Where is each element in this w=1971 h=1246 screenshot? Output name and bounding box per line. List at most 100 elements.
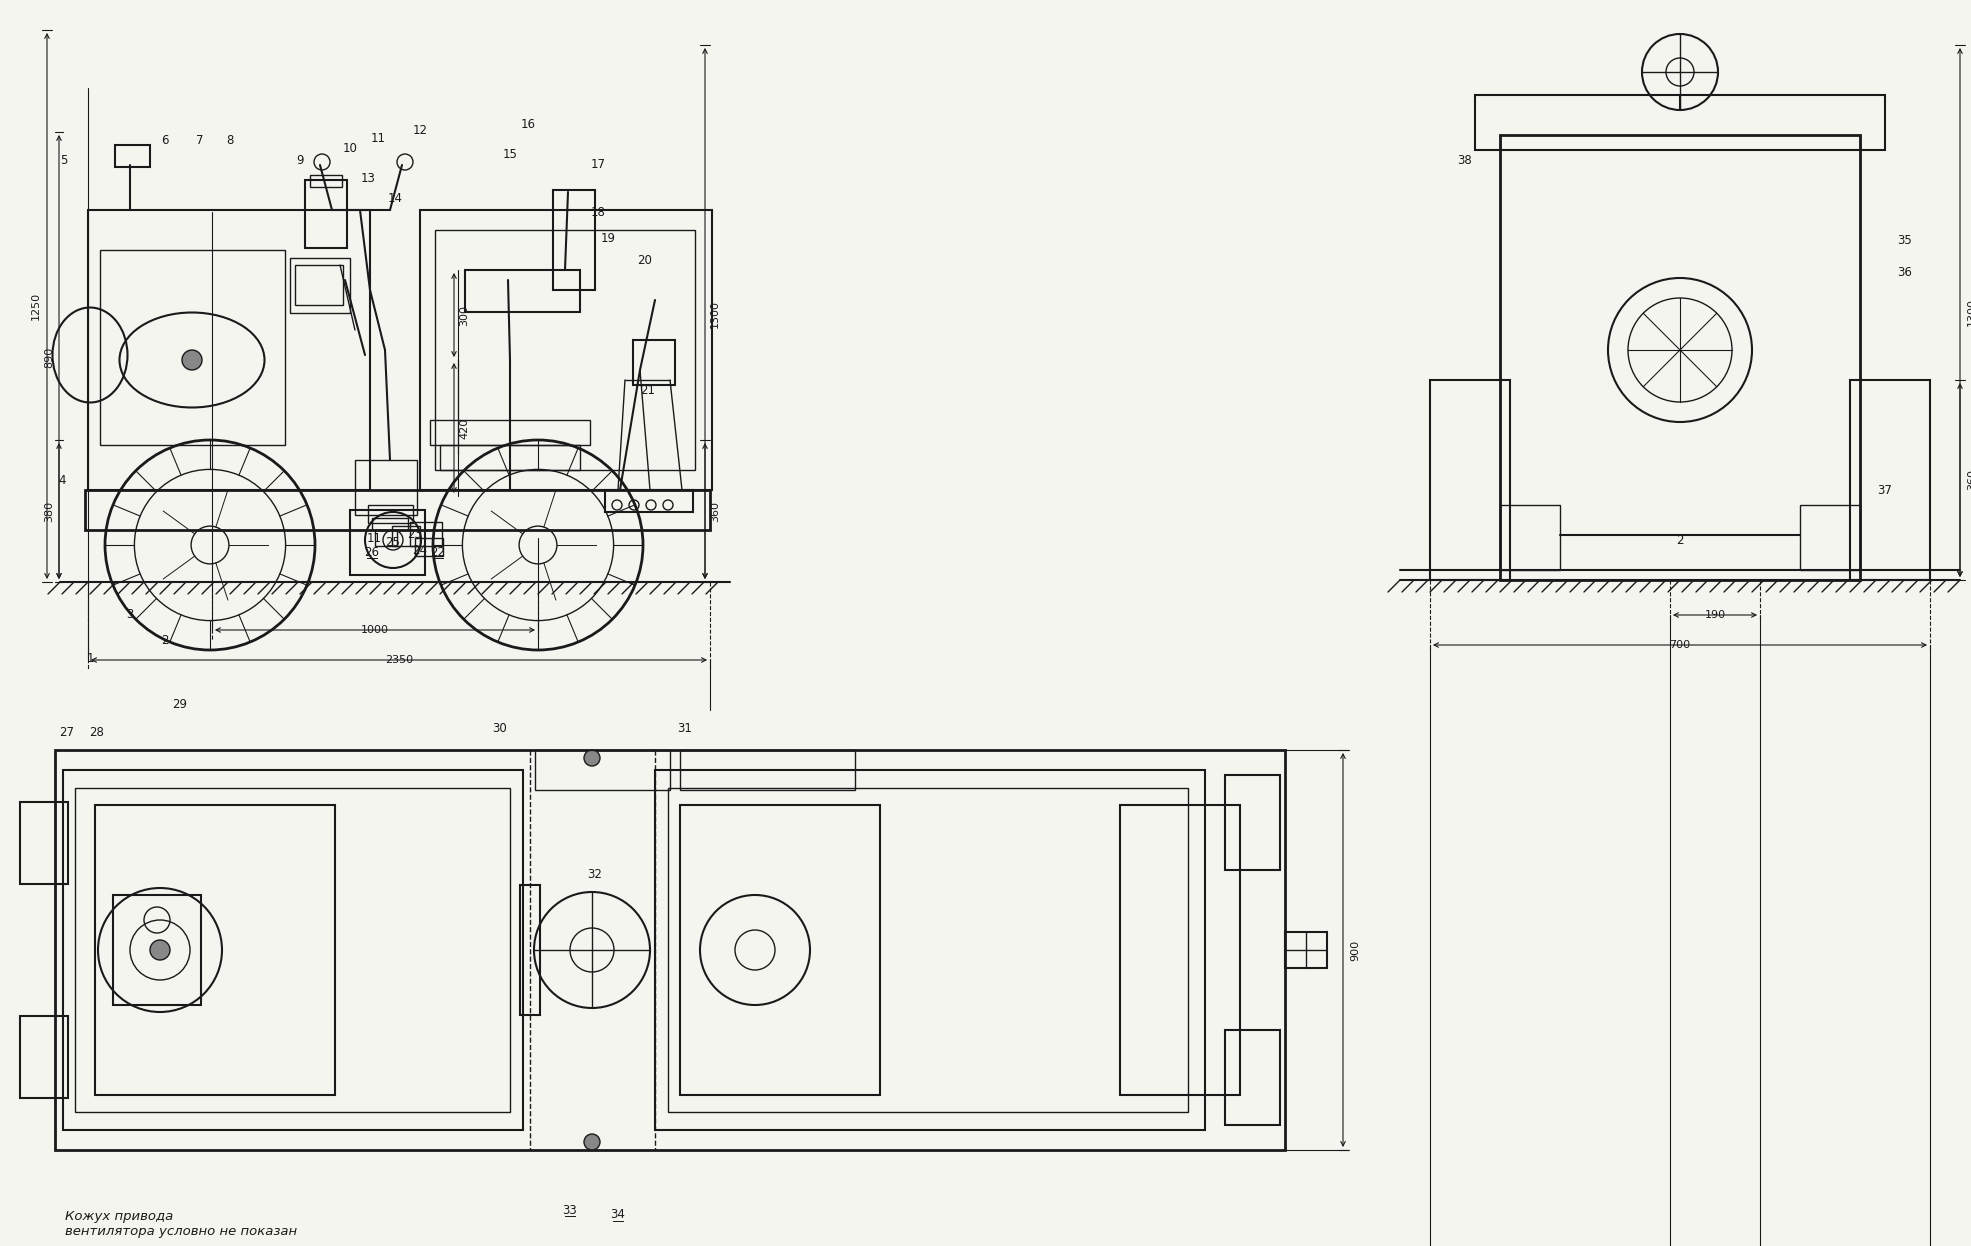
Text: 16: 16 (520, 118, 536, 132)
Text: 15: 15 (503, 148, 518, 162)
Text: 21: 21 (641, 384, 656, 396)
Bar (465, 270, 579, 312)
Text: 1300: 1300 (710, 299, 719, 328)
Text: 5: 5 (61, 153, 67, 167)
Text: 3: 3 (126, 608, 134, 622)
Text: 17: 17 (591, 158, 605, 172)
Text: 31: 31 (678, 721, 692, 734)
Text: 14: 14 (388, 192, 402, 204)
Text: 2: 2 (162, 633, 170, 647)
Bar (668, 787, 1189, 1111)
Bar (373, 518, 408, 530)
Bar (374, 530, 396, 546)
Text: 360: 360 (1967, 470, 1971, 491)
Text: 27: 27 (59, 725, 75, 739)
Bar (1851, 380, 1930, 579)
Text: 22: 22 (430, 546, 445, 558)
Text: 890: 890 (43, 346, 53, 368)
Bar (680, 750, 855, 790)
Text: 8: 8 (227, 133, 235, 147)
Text: 1300: 1300 (1967, 299, 1971, 326)
Bar (654, 770, 1204, 1130)
Text: 4: 4 (59, 473, 65, 486)
Bar (680, 805, 879, 1095)
Bar (101, 250, 286, 445)
Bar (112, 895, 201, 1006)
Text: 23: 23 (408, 528, 422, 542)
Bar (290, 258, 351, 313)
Bar (20, 1015, 69, 1098)
Text: 420: 420 (459, 417, 469, 439)
Text: 190: 190 (1705, 611, 1725, 621)
Text: 1000: 1000 (361, 625, 388, 635)
Bar (416, 538, 443, 556)
Text: 900: 900 (1350, 939, 1360, 961)
Bar (95, 805, 335, 1095)
Text: 2350: 2350 (384, 655, 414, 665)
Bar (1500, 135, 1861, 579)
Text: 33: 33 (562, 1204, 578, 1216)
Bar (633, 340, 674, 385)
Bar (75, 787, 510, 1111)
Bar (369, 505, 414, 523)
Bar (420, 211, 712, 490)
Text: 1250: 1250 (32, 292, 41, 320)
Bar (355, 460, 418, 515)
Text: 36: 36 (1898, 265, 1912, 279)
Text: 28: 28 (89, 725, 104, 739)
Text: 24: 24 (412, 543, 428, 557)
Bar (1800, 505, 1861, 569)
Bar (534, 750, 670, 790)
Text: 9: 9 (296, 153, 304, 167)
Bar (63, 770, 522, 1130)
Text: 26: 26 (365, 546, 380, 558)
Bar (20, 802, 69, 883)
Text: 7: 7 (197, 133, 203, 147)
Bar (1474, 95, 1884, 150)
Bar (410, 522, 442, 546)
Circle shape (583, 750, 599, 766)
Circle shape (181, 350, 201, 370)
Bar (114, 145, 150, 167)
Bar (1226, 1030, 1279, 1125)
Bar (430, 420, 589, 445)
Bar (55, 750, 1285, 1150)
Text: 6: 6 (162, 133, 170, 147)
Text: 30: 30 (493, 721, 507, 734)
Bar (296, 265, 343, 305)
Text: 37: 37 (1878, 483, 1892, 496)
Text: 11: 11 (371, 132, 386, 145)
Circle shape (150, 939, 170, 959)
Bar (1500, 505, 1559, 569)
Text: Кожух привода
вентилятора условно не показан: Кожух привода вентилятора условно не пок… (65, 1210, 298, 1239)
Bar (1120, 805, 1240, 1095)
Bar (554, 189, 595, 290)
Text: 29: 29 (173, 699, 187, 711)
Text: 13: 13 (361, 172, 374, 184)
Bar (309, 174, 343, 187)
Bar (440, 445, 579, 470)
Bar (436, 231, 696, 470)
Text: 35: 35 (1898, 233, 1912, 247)
Bar (520, 885, 540, 1015)
Text: 38: 38 (1459, 153, 1472, 167)
Text: 32: 32 (587, 868, 603, 881)
Bar (605, 490, 694, 512)
Text: 11: 11 (367, 532, 382, 545)
Text: 1: 1 (87, 652, 95, 664)
Bar (1285, 932, 1326, 968)
Text: 18: 18 (591, 206, 605, 218)
Bar (85, 490, 710, 530)
Text: 25: 25 (386, 537, 400, 549)
Text: 10: 10 (343, 142, 357, 155)
Bar (392, 526, 420, 546)
Text: 360: 360 (710, 501, 719, 522)
Bar (306, 179, 347, 248)
Bar (351, 510, 426, 574)
Bar (1226, 775, 1279, 870)
Text: 12: 12 (412, 123, 428, 137)
Text: 20: 20 (637, 253, 652, 267)
Circle shape (583, 1134, 599, 1150)
Text: 2: 2 (1675, 533, 1683, 547)
Text: 380: 380 (43, 501, 53, 522)
